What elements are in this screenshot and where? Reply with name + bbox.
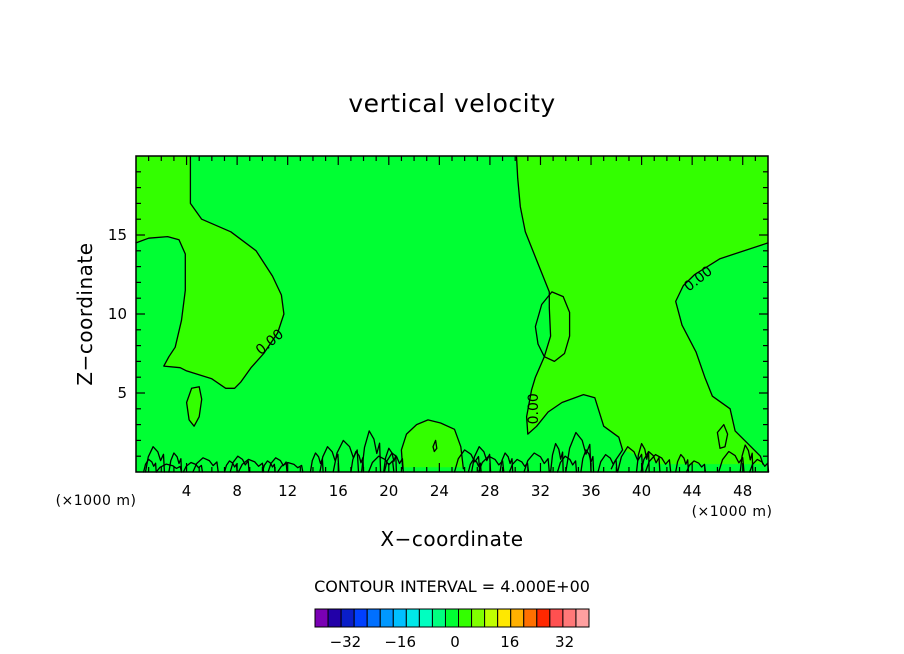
updraft-region-small	[186, 386, 202, 427]
surface-contour	[739, 444, 754, 473]
surface-contour	[685, 460, 707, 473]
surface-contour	[229, 455, 250, 473]
surface-contour	[383, 452, 404, 473]
colorbar-swatch	[575, 608, 590, 628]
surface-contour	[565, 431, 592, 473]
surface-contour	[144, 446, 166, 473]
colorbar-swatch	[497, 608, 512, 628]
surface-contour	[360, 430, 382, 473]
contour-line-mid	[515, 155, 624, 470]
y-axis-tick-labels: 5 10 15	[108, 226, 127, 402]
surface-contour	[142, 458, 157, 473]
x-tick-label: 36	[581, 482, 600, 500]
surface-contour	[477, 455, 505, 473]
contour-line-right	[675, 242, 769, 465]
surface-contour	[467, 458, 482, 473]
colorbar-swatch	[379, 608, 394, 628]
surface-contour	[675, 453, 690, 473]
colorbar-swatch	[353, 608, 368, 628]
colorbar-swatch	[510, 608, 525, 628]
x-axis-tick-labels: 4 8 12 16 20 24 28 32 36 40 44 48	[182, 482, 752, 500]
colorbar-swatch	[418, 608, 433, 628]
colorbar-swatch	[444, 608, 460, 628]
surface-contour	[644, 453, 672, 473]
colorbar-swatch	[340, 608, 355, 628]
colorbar-tick-label: 32	[555, 633, 574, 651]
surface-contour	[499, 452, 514, 473]
y-tick-label: 15	[108, 226, 127, 244]
x-tick-label: 20	[379, 482, 398, 500]
surface-contour	[276, 461, 304, 473]
x-tick-label: 8	[232, 482, 242, 500]
surface-contour	[155, 463, 183, 473]
surface-contour	[640, 450, 661, 473]
x-tick-label: 12	[278, 482, 297, 500]
x-tick-label: 24	[430, 482, 449, 500]
contour-interval-text: CONTOUR INTERVAL = 4.000E+00	[314, 577, 590, 596]
x-tick-label: 28	[480, 482, 499, 500]
colorbar-swatch	[458, 608, 473, 628]
surface-contour	[616, 446, 644, 473]
surface-contour	[523, 452, 550, 473]
x-tick-label: 32	[531, 482, 550, 500]
colorbar-swatch	[392, 608, 407, 628]
surface-contour	[319, 446, 340, 473]
colorbar-tick-label: −32	[330, 633, 362, 651]
surface-contour	[580, 449, 595, 473]
colorbar-swatch	[536, 608, 551, 628]
x-tick-label: 4	[182, 482, 192, 500]
x-tick-label: 44	[683, 482, 702, 500]
surface-contour	[549, 442, 564, 473]
y-axis-title: Z−coordinate	[73, 242, 97, 385]
colorbar-tick-label: 0	[450, 633, 460, 651]
surface-contour	[267, 457, 288, 473]
contour-loop-mid	[534, 291, 571, 363]
contour-label: 0.00	[526, 393, 542, 424]
colorbar-swatch	[549, 608, 564, 628]
x-units-right: (×1000 m)	[692, 504, 773, 520]
contour-loop-right-low	[716, 423, 729, 449]
colorbar-swatch	[366, 608, 381, 628]
colorbar-swatch	[523, 608, 538, 628]
surface-contour	[597, 453, 618, 473]
surface-contour	[453, 449, 481, 473]
surface-contour	[168, 452, 183, 473]
contour-loop-low-1	[432, 439, 438, 453]
updraft-region-right	[516, 156, 768, 465]
y-tick-label: 5	[117, 384, 127, 402]
chart-title: vertical velocity	[348, 89, 555, 118]
axis-ticks	[136, 156, 768, 472]
x-tick-label: 16	[329, 482, 348, 500]
colorbar-tick-label: 16	[500, 633, 519, 651]
colorbar-swatch	[405, 608, 420, 628]
surface-contour	[192, 457, 219, 473]
colorbar-swatch	[431, 608, 446, 628]
colorbar-swatch	[314, 608, 329, 628]
updraft-region-bottom	[401, 419, 464, 468]
x-tick-label: 40	[632, 482, 651, 500]
updraft-region-left	[136, 156, 284, 389]
surface-contour	[332, 439, 360, 473]
contour-regions	[136, 156, 768, 468]
colorbar-swatch	[562, 608, 577, 628]
colorbar-tick-labels: −32 −16 0 16 32	[330, 633, 575, 651]
colorbar-swatch	[327, 608, 342, 628]
x-units-left: (×1000 m)	[56, 493, 137, 509]
colorbar-tick-label: −16	[384, 633, 416, 651]
surface-contour	[556, 455, 578, 473]
x-axis-title: X−coordinate	[380, 527, 523, 551]
contour-loop-bottom	[400, 419, 465, 470]
x-tick-label: 48	[733, 482, 752, 500]
contour-loop-small	[185, 386, 203, 427]
y-tick-label: 10	[108, 305, 127, 323]
surface-contour	[237, 458, 265, 473]
surface-contour	[470, 446, 492, 473]
plot-area: 0.000.000.00	[135, 155, 770, 473]
colorbar	[314, 608, 590, 628]
colorbar-swatch	[484, 608, 499, 628]
surface-contour	[718, 450, 745, 473]
colorbar-swatch	[471, 608, 486, 628]
contour-line-left	[135, 155, 285, 389]
